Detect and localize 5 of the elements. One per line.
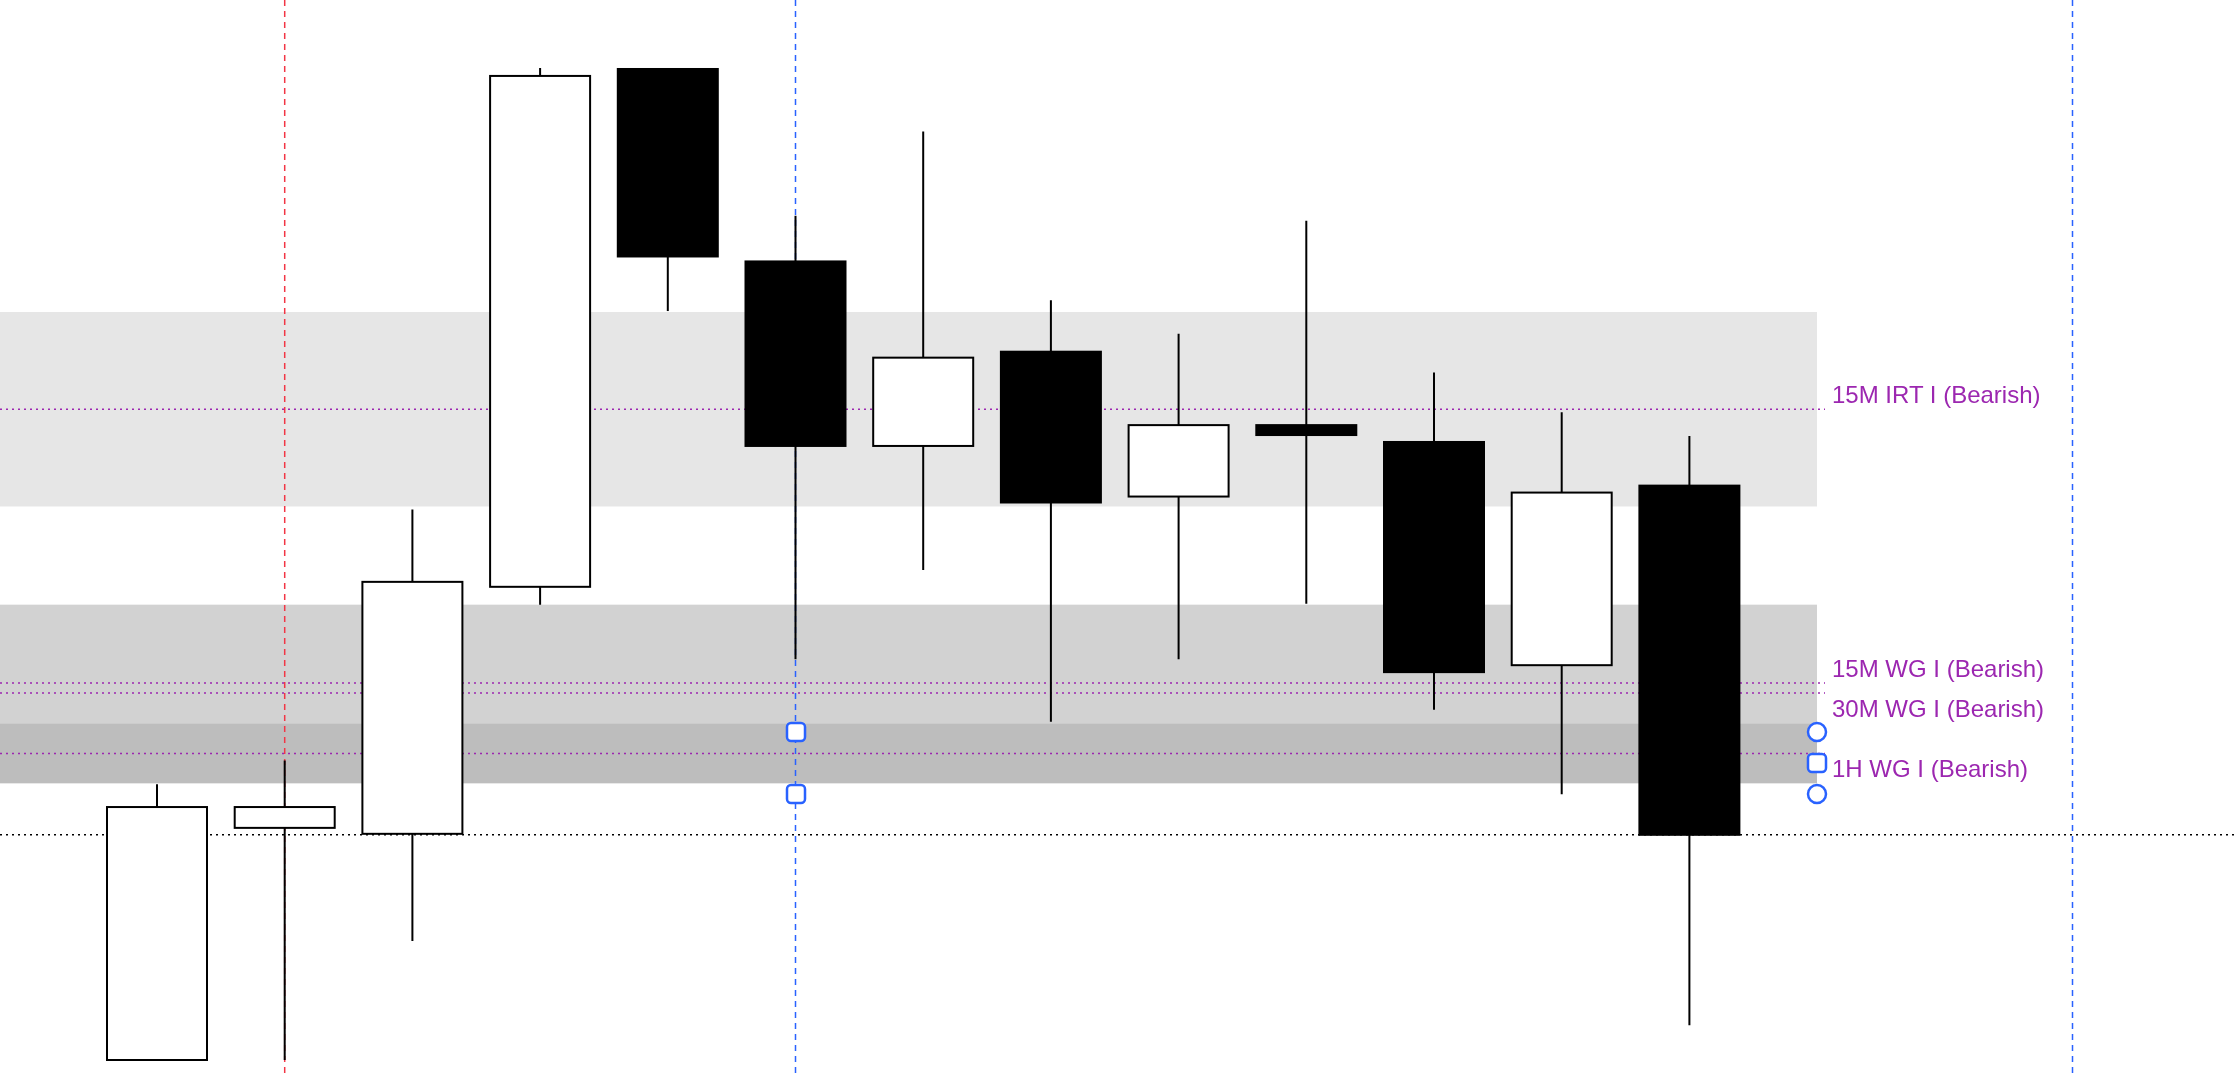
ref-line-label: 1H WG I (Bearish) (1832, 755, 2029, 783)
candlestick (1255, 219, 1358, 605)
ref-line-label: 15M IRT I (Bearish) (1832, 381, 2041, 409)
ref-line-label: 30M WG I (Bearish) (1832, 694, 2045, 722)
ref-line-label: 15M WG I (Bearish) (1832, 655, 2045, 683)
